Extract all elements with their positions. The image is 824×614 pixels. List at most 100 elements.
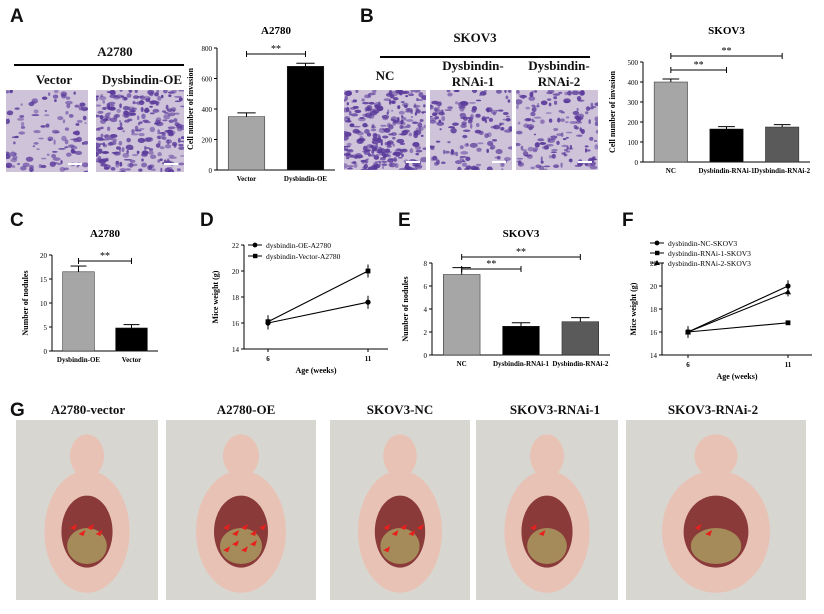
stained-cell	[522, 149, 527, 152]
stained-cell	[531, 118, 534, 122]
stained-cell	[501, 168, 504, 170]
stained-cell	[119, 90, 123, 92]
stained-cell	[441, 161, 446, 165]
stained-cell	[167, 112, 176, 117]
stained-cell	[159, 131, 167, 135]
micrograph-skov3-nc	[344, 90, 426, 170]
stained-cell	[406, 124, 411, 129]
stained-cell	[141, 139, 146, 141]
y-tick-label: 400	[628, 79, 639, 87]
stained-cell	[162, 119, 168, 122]
stained-cell	[415, 152, 420, 156]
y-tick-label: 0	[44, 348, 48, 356]
stained-cell	[355, 90, 359, 93]
legend-marker	[253, 253, 258, 259]
stained-cell	[65, 96, 71, 100]
stained-cell	[44, 114, 50, 117]
stained-cell	[66, 103, 71, 109]
stained-cell	[459, 106, 465, 112]
stained-cell	[137, 115, 140, 121]
mouse-intestine	[220, 528, 262, 564]
chart-title: SKOV3	[503, 228, 540, 240]
stained-cell	[548, 155, 553, 159]
y-tick-label: 8	[424, 260, 428, 268]
micrograph-texture	[344, 90, 426, 170]
x-tick-label: Dysbindin-RNAi-2	[754, 167, 811, 175]
stained-cell	[517, 121, 521, 125]
stained-cell	[103, 134, 109, 138]
stained-cell	[99, 142, 104, 145]
stained-cell	[152, 108, 160, 113]
stained-cell	[362, 145, 368, 151]
stained-cell	[486, 148, 489, 154]
tumor-arrow	[383, 524, 391, 530]
stained-cell	[550, 151, 558, 154]
tumor-arrow	[408, 530, 416, 536]
micrograph-skov3-rnai1	[430, 90, 512, 170]
stained-cell	[54, 99, 57, 103]
mouse-photo-skov3-nc	[330, 420, 470, 600]
stained-cell	[148, 105, 153, 108]
panel-b-label-nc: NC	[375, 68, 395, 83]
stained-cell	[99, 95, 107, 101]
panel-g-label-3: SKOV3-NC	[366, 402, 434, 417]
stained-cell	[392, 143, 395, 147]
stained-cell	[436, 121, 445, 126]
stained-cell	[418, 92, 424, 98]
stained-cell	[104, 134, 111, 140]
x-tick-label: Dysbindin-OE	[284, 175, 328, 183]
stained-cell	[118, 148, 122, 153]
stained-cell	[180, 140, 184, 143]
stained-cell	[397, 105, 401, 110]
stained-cell	[100, 93, 104, 98]
stained-cell	[467, 119, 473, 124]
stained-cell	[344, 147, 347, 151]
stained-cell	[388, 133, 394, 136]
stained-cell	[121, 147, 125, 153]
stained-cell	[363, 163, 368, 170]
bar-1	[443, 274, 481, 356]
stained-cell	[549, 138, 557, 140]
chart-f: 14 16 18 20 22 Mice weight (g) 6 11 Age (weeks) d…	[629, 239, 812, 381]
stained-cell	[96, 95, 100, 98]
stained-cell	[578, 90, 585, 96]
mouse-head	[383, 434, 417, 478]
stained-cell	[83, 140, 88, 145]
stained-cell	[507, 90, 511, 93]
stained-cell	[458, 101, 466, 108]
stained-cell	[564, 91, 569, 96]
y-tick-label: 22	[232, 242, 240, 250]
stained-cell	[7, 118, 10, 124]
y-axis-label: Cell number of invasion	[186, 68, 195, 150]
x-tick-label: Dysbindin-RNAi-1	[698, 167, 755, 175]
stained-cell	[408, 132, 413, 137]
stained-cell	[53, 139, 56, 145]
stained-cell	[538, 165, 545, 170]
stained-cell	[568, 158, 573, 162]
stained-cell	[401, 115, 404, 118]
stained-cell	[521, 94, 525, 100]
stained-cell	[558, 91, 563, 94]
stained-cell	[526, 124, 535, 130]
panel-letter-d: D	[200, 210, 214, 231]
tumor-arrow	[391, 530, 399, 536]
stained-cell	[59, 166, 66, 172]
data-point	[685, 329, 691, 335]
stained-cell	[465, 156, 471, 162]
stained-cell	[466, 117, 472, 119]
stained-cell	[25, 156, 34, 162]
stained-cell	[357, 117, 366, 122]
stained-cell	[372, 137, 379, 142]
legend-marker	[252, 242, 258, 248]
stained-cell	[396, 138, 405, 144]
stained-cell	[33, 129, 41, 134]
stained-cell	[460, 123, 467, 128]
stained-cell	[163, 90, 168, 94]
stained-cell	[369, 154, 376, 157]
stained-cell	[103, 166, 110, 170]
stained-cell	[565, 131, 573, 134]
stained-cell	[594, 144, 598, 150]
stained-cell	[344, 131, 352, 137]
stained-cell	[180, 136, 184, 139]
stained-cell	[413, 103, 417, 109]
